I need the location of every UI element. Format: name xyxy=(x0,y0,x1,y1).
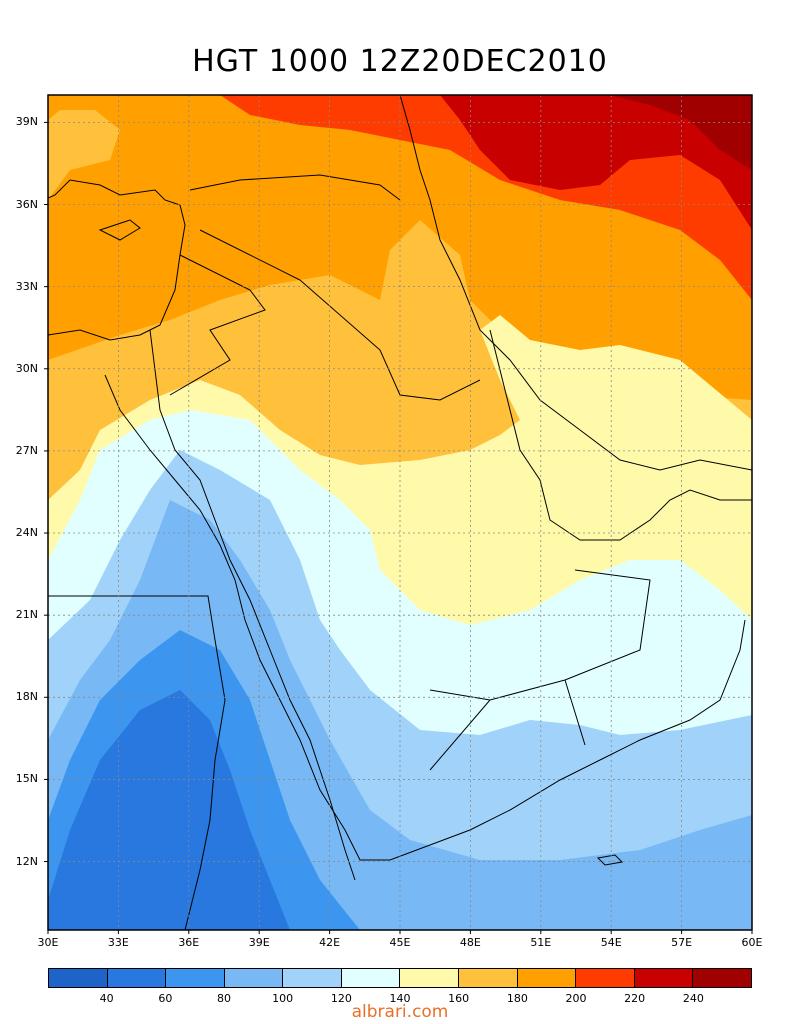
lon-tick-label: 30E xyxy=(37,936,59,949)
axis-ticks xyxy=(44,121,753,934)
red-sea-west-coast xyxy=(149,329,356,881)
watermark: albrari.com xyxy=(351,1002,449,1022)
lat-tick-label: 33N xyxy=(15,279,38,293)
fill-40-60 xyxy=(48,690,290,930)
colorbar-label: 240 xyxy=(682,992,704,1005)
lat-tick-label: 24N xyxy=(15,526,38,540)
fill-240-plus xyxy=(610,95,752,170)
lon-tick-label: 60E xyxy=(741,936,763,949)
colorbar-label: 180 xyxy=(506,992,528,1005)
fill-60-80-se xyxy=(560,875,752,930)
red-sea-east-coast xyxy=(104,374,746,861)
colorbar-label: 60 xyxy=(158,992,173,1005)
colorbar xyxy=(48,968,752,988)
lat-tick-label: 18N xyxy=(15,690,38,704)
gulf-coast xyxy=(489,329,752,541)
lon-tick-label: 36E xyxy=(178,936,200,949)
lon-tick-label: 57E xyxy=(671,936,693,949)
africa-border xyxy=(48,595,226,930)
colorbar-swatch xyxy=(576,969,635,987)
colorbar-swatch xyxy=(224,969,284,987)
lat-tick-label: 12N xyxy=(15,854,38,868)
lon-tick-label: 33E xyxy=(107,936,129,949)
colorbar-label: 100 xyxy=(272,992,294,1005)
colorbar-swatch xyxy=(400,969,460,987)
colorbar-label: 120 xyxy=(330,992,352,1005)
colorbar-label: 160 xyxy=(448,992,470,1005)
lat-tick-label: 30N xyxy=(15,361,38,375)
colorbar-swatch xyxy=(517,969,577,987)
lon-tick-label: 51E xyxy=(530,936,552,949)
colorbar-swatch xyxy=(634,969,694,987)
colorbar-label: 40 xyxy=(99,992,114,1005)
fill-160-180-nw xyxy=(48,110,120,200)
iran-coast xyxy=(399,95,752,471)
colorbar-label: 140 xyxy=(389,992,411,1005)
colorbar-swatch xyxy=(107,969,167,987)
colorbar-label: 220 xyxy=(624,992,646,1005)
mediterranean-coast xyxy=(48,179,186,341)
contour-fill-layer xyxy=(48,95,752,930)
levant-borders xyxy=(169,174,401,396)
colorbar-swatch xyxy=(166,969,225,987)
colorbar-swatch xyxy=(283,969,342,987)
lon-tick-label: 45E xyxy=(389,936,411,949)
lat-tick-label: 36N xyxy=(15,197,38,211)
socotra xyxy=(596,854,624,866)
lat-tick-label: 27N xyxy=(15,443,38,457)
arabia-borders xyxy=(199,229,651,771)
lon-tick-label: 54E xyxy=(600,936,622,949)
colorbar-swatch xyxy=(459,969,518,987)
lat-tick-label: 21N xyxy=(15,608,38,622)
colorbar-swatch xyxy=(341,969,401,987)
lon-tick-label: 39E xyxy=(248,936,270,949)
fill-220-240 xyxy=(440,95,752,230)
lon-tick-label: 42E xyxy=(319,936,341,949)
colorbar-label: 80 xyxy=(217,992,231,1005)
map-title: HGT 1000 12Z20DEC2010 xyxy=(192,44,608,79)
colorbar-label: 200 xyxy=(565,992,587,1005)
lon-tick-label: 48E xyxy=(459,936,481,949)
lat-tick-label: 15N xyxy=(15,772,38,786)
cyprus xyxy=(98,219,141,241)
colorbar-swatch xyxy=(693,969,751,987)
coastlines-borders xyxy=(48,95,752,930)
lat-tick-label: 39N xyxy=(15,115,38,129)
colorbar-swatch xyxy=(49,969,108,987)
